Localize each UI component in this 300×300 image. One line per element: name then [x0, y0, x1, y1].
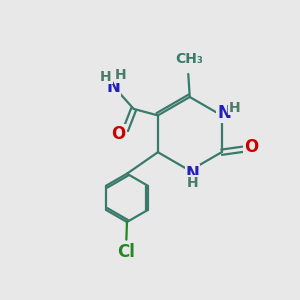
Text: N: N [186, 165, 200, 183]
Text: H: H [115, 68, 127, 83]
Text: Cl: Cl [117, 243, 135, 261]
Text: O: O [111, 125, 125, 143]
Text: H: H [187, 176, 199, 190]
Text: O: O [244, 139, 258, 157]
Text: H: H [229, 101, 241, 115]
Text: N: N [106, 78, 120, 96]
Text: N: N [217, 104, 231, 122]
Text: CH₃: CH₃ [175, 52, 203, 66]
Text: H: H [100, 70, 112, 83]
